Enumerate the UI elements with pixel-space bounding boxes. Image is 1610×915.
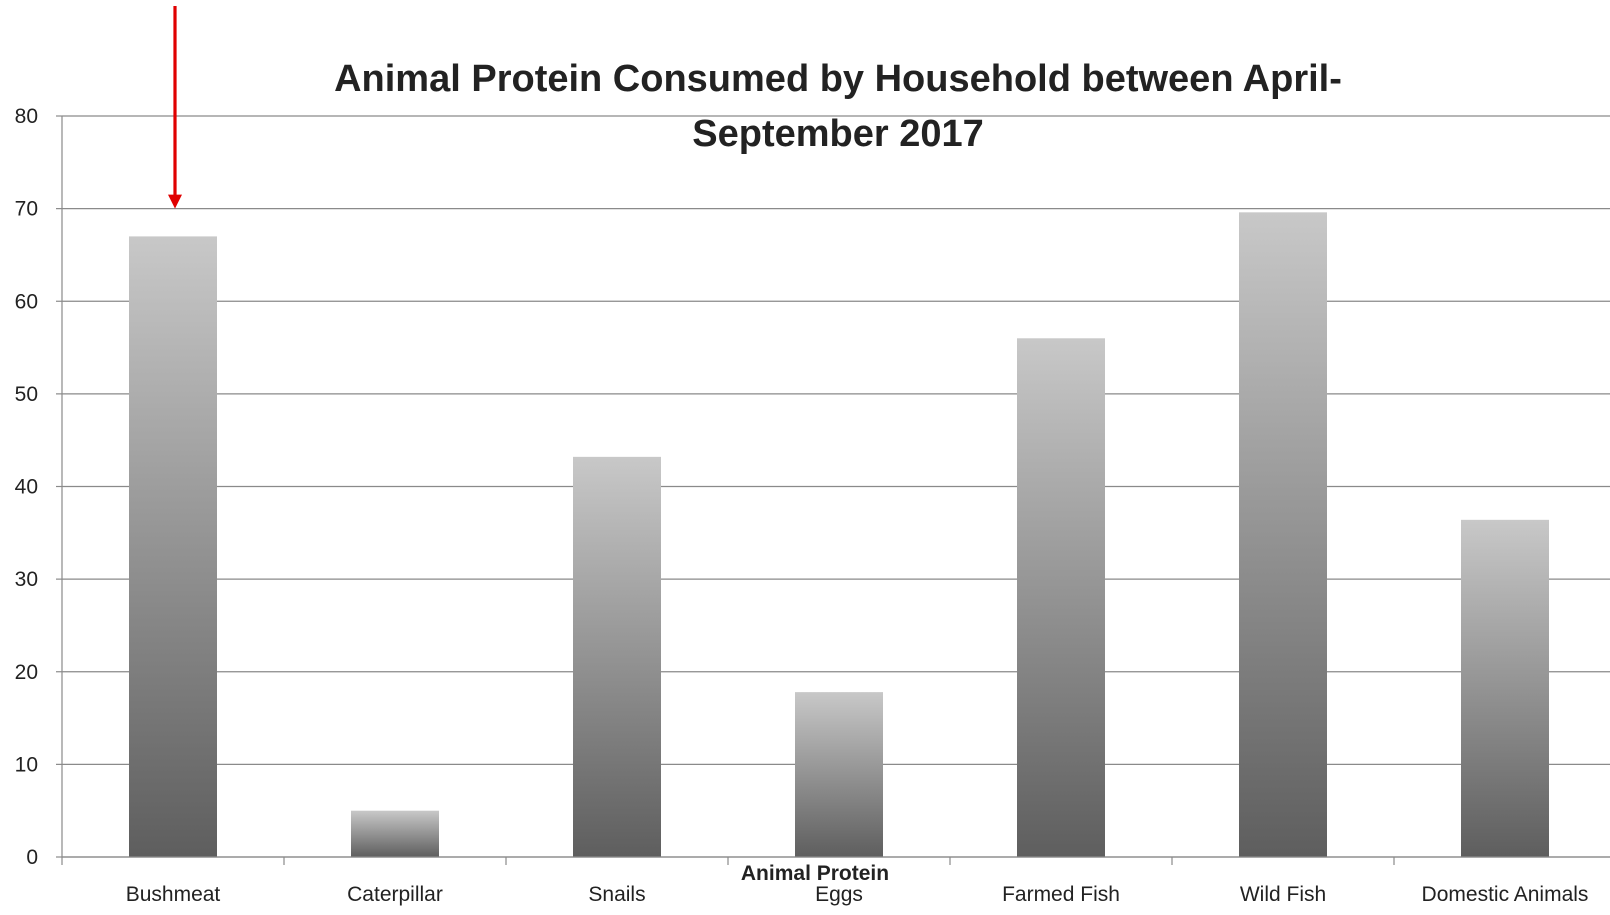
y-tick-label: 50 — [15, 383, 38, 406]
x-tick-label: Eggs — [815, 883, 863, 906]
y-tick-label: 40 — [15, 476, 38, 499]
bar-farmed-fish — [1017, 338, 1105, 857]
y-tick-labels: 0 10 20 30 40 50 60 70 80 — [15, 105, 38, 869]
bar-eggs — [795, 692, 883, 857]
y-tick-label: 60 — [15, 290, 38, 313]
bar-snails — [573, 456, 661, 857]
gridlines — [56, 115, 1610, 858]
axes — [61, 116, 1610, 865]
bar-caterpillar — [351, 810, 439, 857]
y-tick-label: 10 — [15, 753, 38, 776]
y-tick-label: 70 — [15, 198, 38, 221]
x-tick-label: Farmed Fish — [1002, 883, 1120, 906]
y-tick-label: 20 — [15, 661, 38, 684]
y-tick-label: 0 — [26, 846, 38, 869]
x-tick-label: Bushmeat — [126, 883, 221, 906]
y-tick-label: 80 — [15, 105, 38, 128]
bars — [129, 212, 1549, 858]
x-tick-label: Caterpillar — [347, 883, 443, 906]
bar-wild-fish — [1239, 212, 1327, 857]
x-tick-label: Domestic Animals — [1422, 883, 1589, 906]
x-tick-labels: Bushmeat Caterpillar Snails Eggs Farmed Fish… — [126, 883, 1589, 906]
x-axis-title: Animal Protein — [741, 862, 889, 885]
y-tick-label: 30 — [15, 568, 38, 591]
x-tick-label: Snails — [588, 883, 645, 906]
x-tick-label: Wild Fish — [1240, 883, 1326, 906]
chart-title-line-1: Animal Protein Consumed by Household bet… — [334, 58, 1342, 100]
bar-bushmeat — [129, 236, 217, 858]
chart-title-line-2: September 2017 — [692, 113, 984, 155]
bar-domestic-animals — [1461, 519, 1549, 857]
